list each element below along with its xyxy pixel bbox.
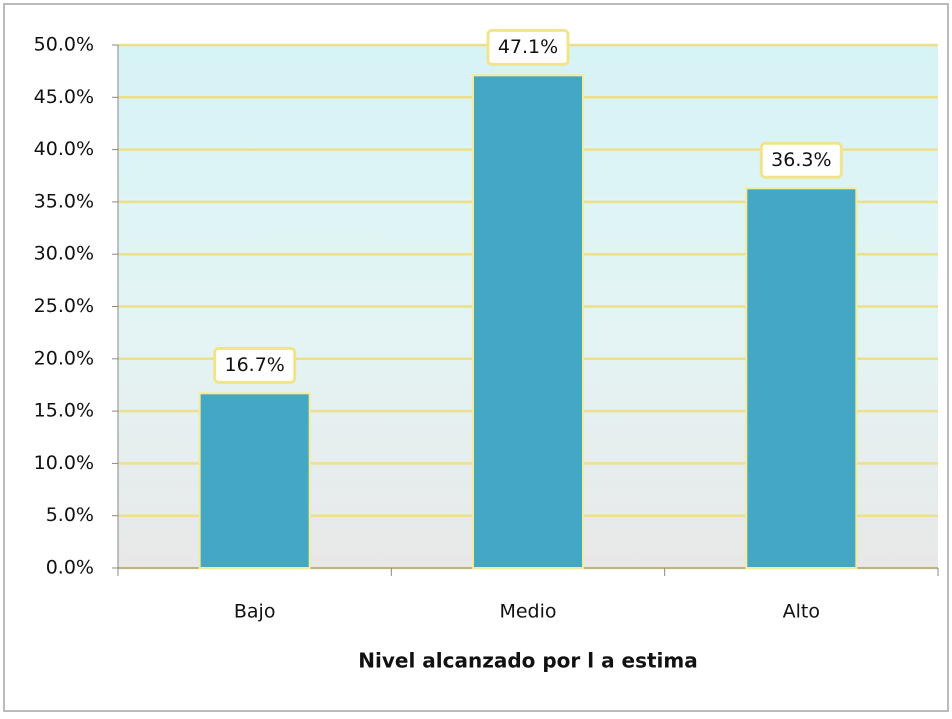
x-tick-label: Bajo — [234, 601, 276, 623]
y-tick-label: 0.0% — [46, 557, 94, 579]
data-label: 47.1% — [498, 36, 558, 58]
data-label: 16.7% — [224, 354, 284, 376]
x-axis-title: Nivel alcanzado por l a estima — [358, 649, 698, 673]
y-tick-label: 40.0% — [34, 138, 94, 160]
data-label: 36.3% — [771, 149, 831, 171]
y-tick-label: 35.0% — [34, 190, 94, 212]
bar — [472, 74, 584, 569]
y-tick-label: 30.0% — [34, 243, 94, 265]
data-label-box — [213, 346, 297, 384]
y-tick-label: 15.0% — [34, 400, 94, 422]
y-tick-label: 45.0% — [34, 86, 94, 108]
bar — [198, 392, 311, 569]
x-tick-label: Medio — [499, 601, 556, 623]
y-tick-label: 10.0% — [34, 452, 94, 474]
y-tick-label: 20.0% — [34, 347, 94, 369]
y-tick-label: 5.0% — [46, 504, 94, 526]
x-tick-label: Alto — [783, 601, 820, 623]
bar — [745, 187, 858, 569]
data-label-box — [486, 28, 570, 66]
y-tick-label: 25.0% — [34, 295, 94, 317]
y-tick-label: 50.0% — [34, 34, 94, 56]
chart-border — [3, 3, 949, 712]
data-label-box — [759, 141, 843, 179]
